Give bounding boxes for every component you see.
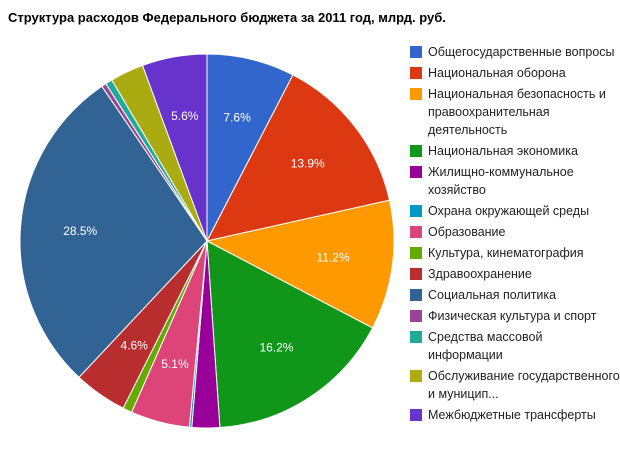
slice-data-label: 4.6%	[121, 338, 149, 352]
legend-item[interactable]: Социальная политика	[410, 286, 620, 304]
legend-item[interactable]: Жилищно-коммунальное хозяйство	[410, 163, 620, 199]
legend: Общегосударственные вопросы Национальная …	[410, 43, 620, 427]
legend-label: Здравоохранение	[428, 267, 532, 281]
pie-slice[interactable]	[205, 199, 395, 329]
pie-slice[interactable]	[141, 53, 208, 242]
slice-data-label: 28.5%	[63, 224, 97, 238]
legend-swatch	[410, 409, 422, 421]
slice-data-label: 13.9%	[291, 156, 325, 170]
legend-swatch	[410, 331, 422, 343]
legend-item[interactable]: Межбюджетные трансферты	[410, 406, 620, 424]
legend-label: Охрана окружающей среды	[428, 204, 590, 218]
legend-item[interactable]: Средства массовой информации	[410, 328, 620, 364]
legend-label: Физическая культура и спорт	[428, 309, 597, 323]
legend-swatch	[410, 46, 422, 58]
legend-item[interactable]: Национальная экономика	[410, 142, 620, 160]
legend-item[interactable]: Физическая культура и спорт	[410, 307, 620, 325]
legend-label: Средства массовой информации	[428, 330, 543, 362]
legend-label: Национальная безопасность и правоохранит…	[428, 87, 606, 137]
slice-data-label: 5.1%	[161, 357, 189, 371]
legend-swatch	[410, 88, 422, 100]
legend-swatch	[410, 268, 422, 280]
slice-data-label: 11.2%	[316, 251, 349, 265]
legend-item[interactable]: Общегосударственные вопросы	[410, 43, 620, 61]
legend-swatch	[410, 247, 422, 259]
legend-item[interactable]: Национальная безопасность и правоохранит…	[410, 85, 620, 139]
legend-swatch	[410, 226, 422, 238]
legend-label: Обслуживание государственного и муницип.…	[428, 369, 620, 401]
legend-label: Культура, кинематография	[428, 246, 584, 260]
legend-swatch	[410, 205, 422, 217]
legend-label: Общегосударственные вопросы	[428, 45, 615, 59]
legend-label: Социальная политика	[428, 288, 557, 302]
pie-slice[interactable]	[206, 240, 374, 429]
pie-slice[interactable]	[19, 85, 208, 379]
chart-title: Структура расходов Федерального бюджета …	[8, 10, 446, 25]
legend-swatch	[410, 289, 422, 301]
legend-label: Национальная оборона	[428, 66, 566, 80]
legend-item[interactable]: Культура, кинематография	[410, 244, 620, 262]
legend-swatch	[410, 145, 422, 157]
slice-data-label: 7.6%	[223, 110, 251, 124]
legend-label: Межбюджетные трансферты	[428, 408, 596, 422]
legend-swatch	[410, 370, 422, 382]
slice-data-label: 5.6%	[171, 109, 199, 123]
legend-label: Национальная экономика	[428, 144, 578, 158]
pie-chart: 7.6% 13.9% 11.2% 16.2% 5.1% 4.6% 28.5% 5.6%	[19, 53, 395, 429]
legend-swatch	[410, 67, 422, 79]
legend-swatch	[410, 310, 422, 322]
legend-label: Образование	[428, 225, 506, 239]
legend-item[interactable]: Образование	[410, 223, 620, 241]
legend-label: Жилищно-коммунальное хозяйство	[428, 165, 574, 197]
pie-slice[interactable]	[206, 74, 391, 242]
legend-swatch	[410, 166, 422, 178]
legend-item[interactable]: Обслуживание государственного и муницип.…	[410, 367, 620, 403]
slice-data-label: 16.2%	[259, 341, 293, 355]
legend-item[interactable]: Охрана окружающей среды	[410, 202, 620, 220]
legend-item[interactable]: Здравоохранение	[410, 265, 620, 283]
legend-item[interactable]: Национальная оборона	[410, 64, 620, 82]
